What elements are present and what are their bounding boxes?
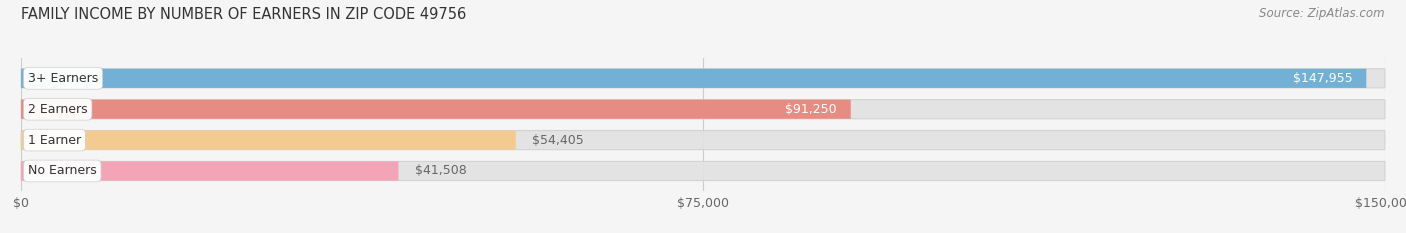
Text: Source: ZipAtlas.com: Source: ZipAtlas.com: [1260, 7, 1385, 20]
FancyBboxPatch shape: [21, 130, 516, 150]
FancyBboxPatch shape: [21, 100, 851, 119]
Text: $54,405: $54,405: [531, 134, 583, 147]
Text: 3+ Earners: 3+ Earners: [28, 72, 98, 85]
Text: $41,508: $41,508: [415, 164, 467, 178]
FancyBboxPatch shape: [21, 161, 1385, 181]
Text: 2 Earners: 2 Earners: [28, 103, 87, 116]
Text: $147,955: $147,955: [1294, 72, 1353, 85]
FancyBboxPatch shape: [21, 130, 1385, 150]
FancyBboxPatch shape: [21, 69, 1385, 88]
Text: 1 Earner: 1 Earner: [28, 134, 82, 147]
FancyBboxPatch shape: [21, 69, 1367, 88]
Text: $91,250: $91,250: [786, 103, 837, 116]
Text: No Earners: No Earners: [28, 164, 97, 178]
Text: FAMILY INCOME BY NUMBER OF EARNERS IN ZIP CODE 49756: FAMILY INCOME BY NUMBER OF EARNERS IN ZI…: [21, 7, 467, 22]
FancyBboxPatch shape: [21, 161, 398, 181]
FancyBboxPatch shape: [21, 100, 1385, 119]
